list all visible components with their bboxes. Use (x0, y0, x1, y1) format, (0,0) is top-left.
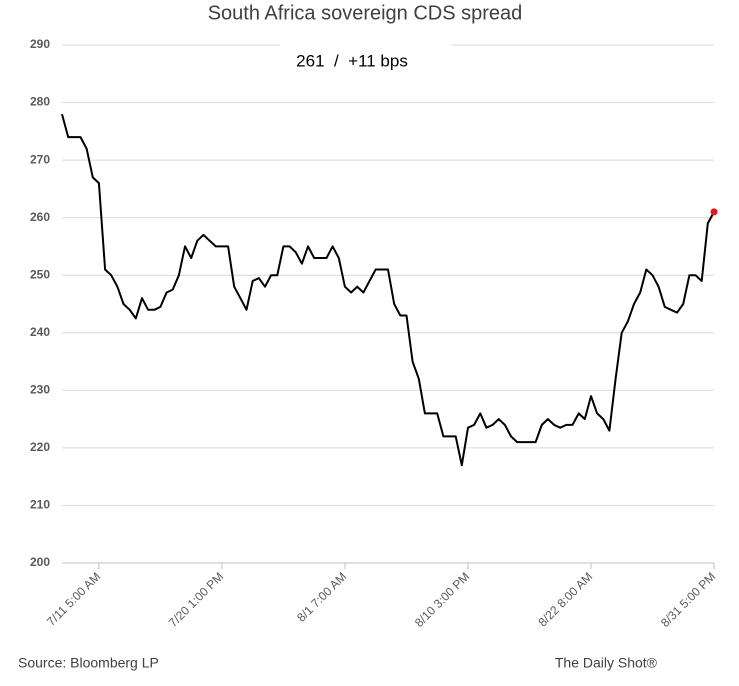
source: Source: Bloomberg LP (18, 655, 159, 671)
y-tick-label: 280 (30, 95, 50, 109)
y-tick-label: 230 (30, 383, 50, 397)
y-tick-label: 250 (30, 267, 50, 281)
x-tick-label: 8/22 8:00 AM (535, 569, 595, 629)
annotation: 261 / +11 bps (296, 51, 408, 70)
chart-title: South Africa sovereign CDS spread (208, 2, 523, 24)
last-point (710, 208, 718, 216)
annotation-box (280, 40, 452, 102)
x-tick-label: 7/20 1:00 PM (166, 569, 226, 629)
y-tick-label: 220 (30, 440, 50, 454)
y-tick-label: 210 (30, 498, 50, 512)
brand: The Daily Shot® (555, 655, 658, 671)
y-tick-label: 290 (30, 37, 50, 51)
y-tick-label: 260 (30, 210, 50, 224)
y-tick-label: 200 (30, 555, 50, 569)
x-tick-label: 7/11 5:00 AM (44, 569, 103, 628)
x-tick-label: 8/10 3:00 PM (412, 569, 472, 629)
x-tick-label: 8/31 5:00 PM (658, 569, 718, 629)
x-tick-label: 8/1 7:00 AM (294, 569, 349, 624)
line (61, 113, 715, 467)
y-tick-label: 240 (30, 325, 50, 339)
y-tick-label: 270 (30, 152, 50, 166)
